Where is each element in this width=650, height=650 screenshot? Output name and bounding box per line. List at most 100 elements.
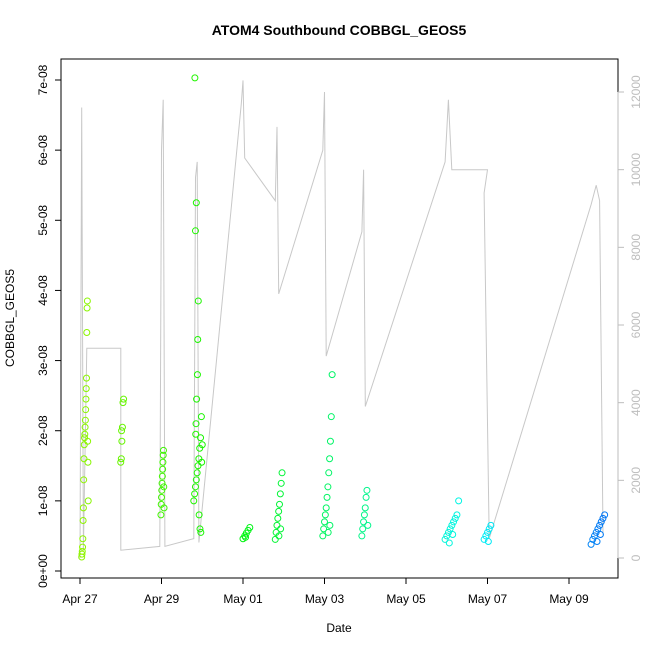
data-point xyxy=(81,423,89,431)
data-point xyxy=(79,516,87,524)
data-point xyxy=(194,336,202,344)
data-point xyxy=(487,521,495,529)
data-point xyxy=(192,420,200,428)
data-point xyxy=(192,476,200,484)
data-point xyxy=(275,507,283,515)
data-point xyxy=(191,227,199,235)
data-point xyxy=(441,535,449,543)
data-point xyxy=(159,446,167,454)
y-tick-label: 7e-08 xyxy=(36,64,50,95)
data-point xyxy=(451,514,459,522)
data-point xyxy=(160,504,168,512)
data-point xyxy=(80,455,88,463)
data-point xyxy=(274,514,282,522)
data-point xyxy=(246,524,254,532)
data-point xyxy=(197,434,205,442)
data-point xyxy=(194,297,202,305)
x-tick-label: May 09 xyxy=(549,592,589,606)
data-point xyxy=(453,511,461,519)
y-axis-left: 0e+00 1e-08 2e-08 3e-08 4e-08 5e-08 6e-08 7e-08 xyxy=(36,64,62,588)
y2-tick-label: 0 xyxy=(629,554,643,561)
data-point xyxy=(118,427,126,435)
data-point xyxy=(158,472,166,480)
data-point xyxy=(455,497,463,505)
data-point xyxy=(326,437,334,445)
data-points-layer xyxy=(78,74,609,561)
y-tick-label: 6e-08 xyxy=(36,134,50,165)
data-point xyxy=(599,514,607,522)
data-point xyxy=(360,511,368,519)
data-point xyxy=(242,533,250,541)
data-point xyxy=(84,458,92,466)
y-tick-label: 2e-08 xyxy=(36,415,50,446)
data-point xyxy=(118,423,126,431)
data-point xyxy=(596,521,604,529)
data-point xyxy=(158,486,166,494)
data-point xyxy=(446,525,454,533)
data-point xyxy=(84,497,92,505)
data-point xyxy=(159,451,167,459)
x-tick-label: Apr 29 xyxy=(144,592,180,606)
y-tick-label: 3e-08 xyxy=(36,345,50,376)
plot-frame xyxy=(60,58,619,579)
data-point xyxy=(277,479,285,487)
data-point xyxy=(320,525,328,533)
data-point xyxy=(324,528,332,536)
data-point xyxy=(273,521,281,529)
data-point xyxy=(83,297,91,305)
data-point xyxy=(480,535,488,543)
data-point xyxy=(117,455,125,463)
data-point xyxy=(157,511,165,519)
data-point xyxy=(191,483,199,491)
data-point xyxy=(321,518,328,526)
data-point xyxy=(78,550,86,558)
data-point xyxy=(328,371,336,379)
data-point xyxy=(191,490,199,498)
data-point xyxy=(195,511,203,519)
y2-tick-label: 8000 xyxy=(629,234,643,261)
data-point xyxy=(362,493,370,501)
data-point xyxy=(601,511,609,519)
data-point xyxy=(198,441,206,449)
data-point xyxy=(326,521,334,529)
x-axis-title: Date xyxy=(326,621,352,635)
data-point xyxy=(82,406,90,414)
data-point xyxy=(80,441,88,449)
data-point xyxy=(277,525,285,533)
x-axis: Apr 27 Apr 29 May 01 May 03 May 05 May 07 May … xyxy=(62,577,589,606)
data-point xyxy=(84,437,92,445)
x-tick-label: May 03 xyxy=(305,592,345,606)
data-point xyxy=(450,518,458,526)
data-point xyxy=(194,462,202,470)
data-point xyxy=(593,538,601,546)
y-tick-label: 5e-08 xyxy=(36,205,50,236)
data-point xyxy=(79,504,87,512)
data-point xyxy=(118,437,126,445)
y2-tick-label: 2000 xyxy=(629,467,643,494)
y2-tick-label: 4000 xyxy=(629,389,643,416)
y2-tick-label: 6000 xyxy=(629,311,643,338)
y-axis-right: 0 2000 4000 6000 8000 10000 12000 xyxy=(617,75,643,561)
data-point xyxy=(587,540,595,548)
data-point xyxy=(82,395,90,403)
data-point xyxy=(359,525,367,533)
data-point xyxy=(198,458,206,466)
data-point xyxy=(363,486,371,494)
data-point xyxy=(592,528,600,536)
data-point xyxy=(117,458,125,466)
data-point xyxy=(482,532,490,540)
data-point xyxy=(360,518,368,526)
x-tick-label: May 07 xyxy=(468,592,508,606)
data-point xyxy=(361,504,369,512)
data-point xyxy=(445,539,453,547)
data-point xyxy=(190,497,198,505)
altitude-line xyxy=(79,80,604,559)
y-tick-label: 1e-08 xyxy=(36,485,50,516)
data-point xyxy=(193,469,201,477)
data-point xyxy=(159,458,167,466)
data-point xyxy=(326,455,334,463)
data-point xyxy=(79,535,87,543)
data-point xyxy=(443,532,451,540)
data-point xyxy=(191,74,199,82)
data-point xyxy=(322,504,330,512)
